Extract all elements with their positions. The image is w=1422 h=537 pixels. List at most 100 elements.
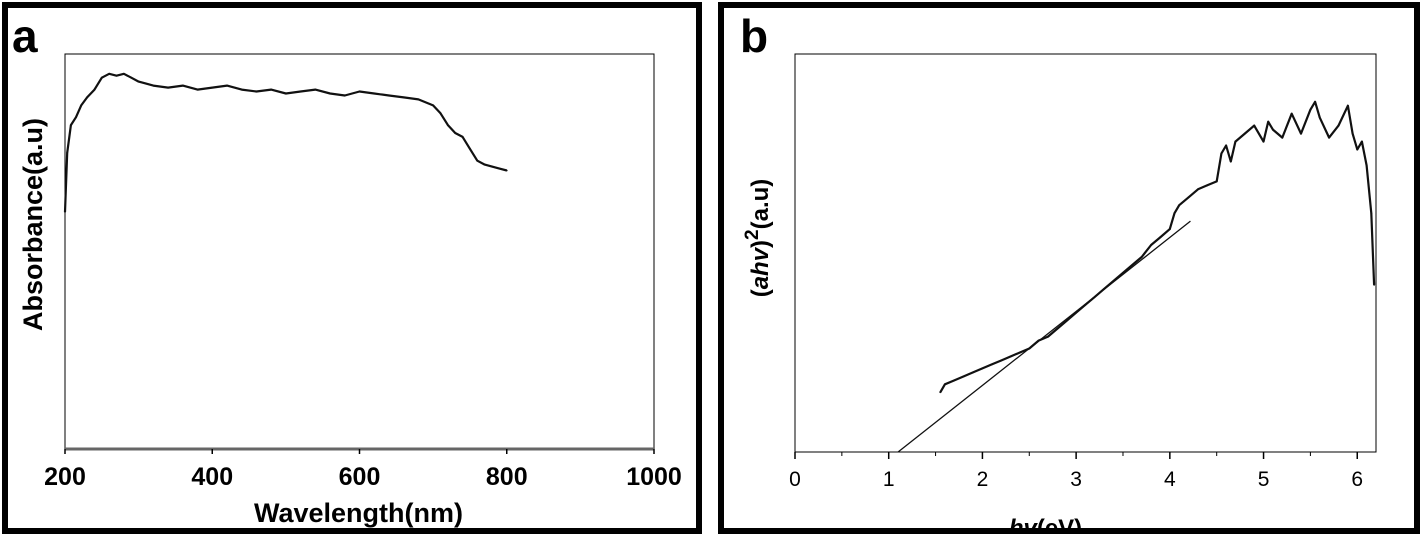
x-tick-label-b-0: 0 xyxy=(789,468,801,491)
data-point-a-12 xyxy=(137,80,140,83)
data-point-a-1 xyxy=(66,151,69,154)
data-point-b-14 xyxy=(1065,319,1068,322)
data-point-a-23 xyxy=(284,92,287,95)
x-tick-label-b-4: 4 xyxy=(1164,468,1176,491)
y-title-exponent: 2 xyxy=(742,229,763,240)
x-tick-label-a-0: 200 xyxy=(44,463,86,491)
x-tick-label-b-2: 2 xyxy=(977,468,989,491)
data-point-a-7 xyxy=(100,76,103,79)
data-point-a-41 xyxy=(491,165,493,168)
data-point-a-40 xyxy=(483,163,486,166)
y-title-open-paren: ( xyxy=(747,289,774,297)
data-point-b-51 xyxy=(1356,148,1359,151)
data-point-a-36 xyxy=(454,132,457,134)
data-point-b-5 xyxy=(981,367,984,370)
data-point-b-49 xyxy=(1346,104,1349,107)
data-point-b-1 xyxy=(944,383,946,386)
data-point-a-4 xyxy=(80,104,83,107)
x-tick-label-a-2: 600 xyxy=(339,463,381,491)
data-point-b-30 xyxy=(1206,184,1209,187)
x-tick-label-b-5: 5 xyxy=(1258,468,1270,491)
panel-label-a: a xyxy=(12,10,38,62)
y-axis-title-b: (ahv)2(a.u) xyxy=(742,179,775,298)
data-point-b-9 xyxy=(1019,351,1021,354)
data-point-a-11 xyxy=(130,76,133,79)
data-point-a-30 xyxy=(388,94,390,97)
chart-b-svg: 0123456bhv(eV)(ahv)2(a.u) xyxy=(740,10,1377,528)
data-point-b-13 xyxy=(1056,327,1059,330)
data-point-b-47 xyxy=(1328,136,1331,139)
data-point-b-8 xyxy=(1009,355,1012,358)
data-point-a-17 xyxy=(196,88,199,91)
data-point-b-43 xyxy=(1300,132,1302,135)
data-point-a-25 xyxy=(314,88,317,91)
data-point-b-48 xyxy=(1337,124,1340,127)
data-point-a-13 xyxy=(145,82,147,85)
series-line-b xyxy=(939,100,1376,393)
data-point-b-41 xyxy=(1281,136,1284,139)
data-point-a-3 xyxy=(75,116,77,119)
data-point-b-28 xyxy=(1187,196,1190,199)
data-point-b-6 xyxy=(990,363,993,366)
data-point-a-43 xyxy=(505,169,508,172)
data-point-b-39 xyxy=(1267,120,1270,123)
data-point-a-10 xyxy=(123,72,125,75)
data-point-b-21 xyxy=(1131,264,1134,266)
data-point-a-37 xyxy=(461,136,464,138)
data-point-a-16 xyxy=(181,84,184,87)
data-point-a-14 xyxy=(152,84,155,87)
data-point-a-38 xyxy=(469,147,471,150)
data-point-b-35 xyxy=(1234,140,1237,143)
y-title-close-paren: ) xyxy=(747,240,774,248)
chart-a-svg: 200 400 600 800 1000 a Wavelength(nm) Absorbanc… xyxy=(12,10,682,528)
data-point-a-18 xyxy=(211,86,214,89)
data-point-b-27 xyxy=(1178,204,1181,207)
plot-frame-a xyxy=(64,53,655,450)
x-tick-label-a-3: 800 xyxy=(486,463,528,491)
data-point-b-0 xyxy=(939,391,942,394)
data-point-b-54 xyxy=(1370,212,1373,215)
x-axis-title-b-symbol: hv xyxy=(1009,515,1039,528)
data-point-a-0 xyxy=(64,211,66,213)
data-point-b-23 xyxy=(1150,244,1152,246)
data-point-a-20 xyxy=(240,88,243,91)
y-axis-title-a: Absorbance(a.u) xyxy=(18,118,48,331)
x-tick-label-a-4: 1000 xyxy=(626,463,682,491)
data-point-b-7 xyxy=(1000,359,1003,362)
x-axis-title-a: Wavelength(nm) xyxy=(254,498,463,528)
panel-label-b: b xyxy=(740,10,768,62)
data-point-a-33 xyxy=(432,104,435,107)
x-tick-label-b-6: 6 xyxy=(1351,468,1363,491)
data-point-a-21 xyxy=(255,90,258,93)
x-tick-label-b-3: 3 xyxy=(1070,468,1082,491)
data-point-b-53 xyxy=(1365,164,1368,167)
data-point-a-28 xyxy=(358,90,361,93)
data-point-b-42 xyxy=(1290,112,1293,115)
data-point-b-3 xyxy=(962,375,965,378)
data-point-b-36 xyxy=(1243,132,1246,135)
data-point-b-22 xyxy=(1140,256,1143,258)
data-point-a-2 xyxy=(69,124,72,126)
data-point-b-50 xyxy=(1351,132,1354,135)
data-point-a-8 xyxy=(108,72,111,75)
data-point-b-29 xyxy=(1197,188,1199,191)
data-point-b-31 xyxy=(1215,180,1218,183)
data-point-b-4 xyxy=(972,371,974,374)
tangent-fit-line-b xyxy=(897,220,1191,453)
data-point-a-26 xyxy=(329,92,331,95)
data-point-a-24 xyxy=(299,90,302,93)
data-point-a-6 xyxy=(93,88,96,91)
y-title-symbol: ahv xyxy=(747,246,774,289)
data-point-b-37 xyxy=(1253,124,1256,127)
data-point-b-32 xyxy=(1220,152,1223,155)
data-point-b-2 xyxy=(953,379,956,382)
x-tick-label-b-1: 1 xyxy=(883,468,895,491)
data-point-a-42 xyxy=(498,167,501,170)
data-point-a-15 xyxy=(167,86,169,89)
x-axis-title-b-unit: (eV) xyxy=(1037,515,1082,528)
chart-panel-b: 0123456bhv(eV)(ahv)2(a.u) xyxy=(718,2,1420,534)
data-point-b-33 xyxy=(1225,144,1227,147)
data-point-b-26 xyxy=(1173,212,1176,215)
y-title-unit: (a.u) xyxy=(747,179,774,230)
data-point-b-40 xyxy=(1272,128,1274,131)
